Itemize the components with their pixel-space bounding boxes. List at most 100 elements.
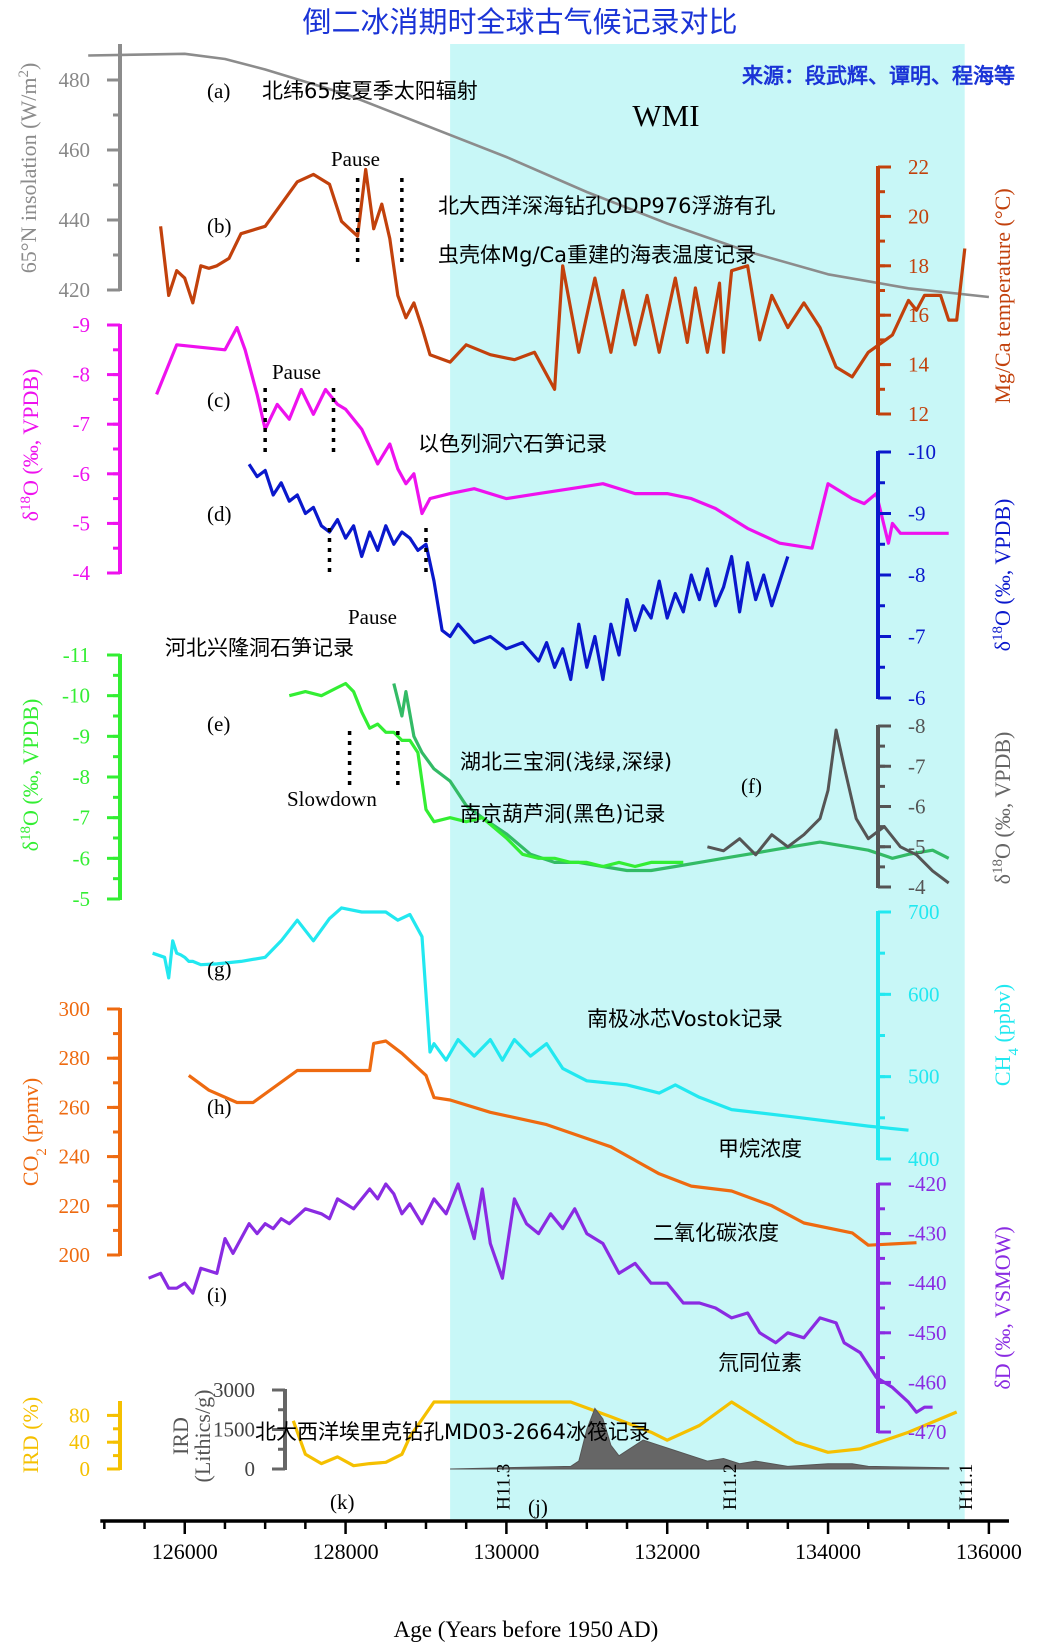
y-tick-label-d: -8 <box>908 563 926 587</box>
hulu-axis-title-part: δ <box>990 874 1015 884</box>
co2-axis-title-part: (ppmv) <box>18 1078 43 1148</box>
panel-label-f: (f) <box>741 774 762 798</box>
heinrich-label: H11.3 <box>493 1464 514 1510</box>
israel-axis-title: δ18O (‰, VPDB) <box>18 369 43 522</box>
sanbao-axis-title-part: O (‰, VPDB) <box>18 699 43 826</box>
slowdown-label: Slowdown <box>287 787 377 811</box>
heinrich-label: H11.1 <box>956 1464 977 1510</box>
y-tick-label-h: 280 <box>59 1046 91 1070</box>
x-tick-label: 130000 <box>473 1539 539 1564</box>
x-tick-label: 132000 <box>634 1539 700 1564</box>
y-tick-label-g: 500 <box>908 1065 940 1089</box>
y-tick-label-j: 0 <box>245 1457 256 1481</box>
y-tick-label-d: -7 <box>908 625 926 649</box>
y-tick-label-b: 20 <box>908 204 929 228</box>
y-tick-label-f: -8 <box>908 714 926 738</box>
x-tick-label: 136000 <box>956 1539 1022 1564</box>
panel-label-e: (e) <box>207 712 230 736</box>
pause-label-d: Pause <box>348 605 397 629</box>
xinglong-axis-title-part: δ <box>990 641 1015 651</box>
y-tick-label-h: 260 <box>59 1095 91 1119</box>
y-tick-label-k: 80 <box>69 1403 90 1427</box>
sanbao-axis-title-part: 18 <box>18 826 34 841</box>
panel-label-g: (g) <box>207 957 232 981</box>
y-tick-label-f: -7 <box>908 754 926 778</box>
y-tick-label-i: -430 <box>908 1222 947 1246</box>
series-line-k <box>291 1400 958 1468</box>
plot-lines <box>88 52 990 1470</box>
y-tick-label-e: -11 <box>63 643 90 667</box>
y-tick-label-k: 0 <box>80 1457 91 1481</box>
series-line-f <box>707 728 950 885</box>
y-tick-label-b: 12 <box>908 402 929 426</box>
y-tick-label-i: -450 <box>908 1321 947 1345</box>
sst-axis-title-part: Mg/Ca temperature (°C) <box>990 188 1015 403</box>
y-tick-label-e: -10 <box>62 684 90 708</box>
wmi-label: WMI <box>632 98 699 133</box>
deuterium-axis-title: δD (‰, VSMOW) <box>990 1226 1015 1389</box>
x-tick-label: 134000 <box>795 1539 861 1564</box>
y-tick-label-c: -9 <box>73 313 91 337</box>
y-tick-label-a: 460 <box>59 138 91 162</box>
insolation-axis-title-part: ) <box>16 63 41 70</box>
y-tick-label-d: -9 <box>908 502 926 526</box>
chart-title: 倒二冰消期时全球古气候记录对比 <box>302 5 737 39</box>
y-tick-label-j: 3000 <box>213 1378 255 1402</box>
y-tick-label-b: 14 <box>908 353 930 377</box>
y-tick-label-i: -420 <box>908 1172 947 1196</box>
panel-label-b: (b) <box>207 214 232 238</box>
ird-lithics-axis-title-2: (Lithics/g) <box>190 1390 215 1483</box>
y-tick-label-h: 300 <box>59 997 91 1021</box>
series-line-b <box>159 167 967 391</box>
y-tick-label-d: -10 <box>908 440 936 464</box>
sst-caption-line2: 虫壳体Mg/Ca重建的海表温度记录 <box>438 243 756 267</box>
x-tick-label: 128000 <box>313 1539 379 1564</box>
y-tick-label-d: -6 <box>908 686 926 710</box>
axes: 420440460480121416182022-4-5-6-7-8-9-6-7… <box>16 44 1022 1564</box>
y-tick-label-g: 600 <box>908 982 940 1006</box>
insolation-axis-title-part: 2 <box>16 70 32 78</box>
sanbao-light-line <box>288 681 684 869</box>
y-tick-label-c: -8 <box>73 363 91 387</box>
pause-label-c: Pause <box>272 360 321 384</box>
israel-axis-title-part: δ <box>18 511 43 521</box>
series-line-d <box>247 463 790 682</box>
y-tick-label-c: -5 <box>73 511 91 535</box>
y-tick-label-i: -470 <box>908 1420 947 1444</box>
heinrich-label: H11.2 <box>720 1464 741 1510</box>
xinglong-axis-title-part: 18 <box>990 626 1006 641</box>
hulu-caption: 南京葫芦洞(黑色)记录 <box>460 802 665 826</box>
co2-axis-title-part: 2 <box>34 1148 50 1156</box>
series-line-c <box>155 325 949 550</box>
ch4-axis-title-part: CH <box>990 1055 1015 1086</box>
y-tick-label-g: 400 <box>908 1147 940 1171</box>
source-label: 来源：段武辉、谭明、程海等 <box>742 64 1015 88</box>
ird-lithics-axis-title-1-part: IRD <box>168 1417 193 1455</box>
ird-percent-axis-title: IRD (%) <box>18 1397 43 1473</box>
co2-axis-title-part: CO <box>18 1156 43 1187</box>
methane-caption: 甲烷浓度 <box>718 1137 802 1161</box>
xinglong-axis-title-part: O (‰, VPDB) <box>990 499 1015 626</box>
insolation-caption: 北纬65度夏季太阳辐射 <box>262 79 478 103</box>
series-line-g <box>152 906 909 1132</box>
sanbao-axis-title-part: δ <box>18 841 43 851</box>
y-tick-label-c: -4 <box>73 561 91 585</box>
panel-label-h: (h) <box>207 1095 232 1119</box>
y-tick-label-f: -4 <box>908 875 926 899</box>
deuterium-axis-title-part: δD (‰, VSMOW) <box>990 1226 1015 1389</box>
israel-caption: 以色列洞穴石笋记录 <box>418 432 607 456</box>
ch4-axis-title: CH4 (ppbv) <box>990 984 1022 1086</box>
y-tick-label-h: 220 <box>59 1194 91 1218</box>
pause-label-b: Pause <box>331 147 380 171</box>
hulu-axis-title-part: O (‰, VPDB) <box>990 732 1015 859</box>
panel-label-k: (k) <box>330 1490 355 1514</box>
co2-axis-title: CO2 (ppmv) <box>18 1078 50 1186</box>
y-tick-label-e: -7 <box>73 806 91 830</box>
y-tick-label-b: 18 <box>908 254 929 278</box>
y-tick-label-k: 40 <box>69 1430 90 1454</box>
y-tick-label-e: -6 <box>73 846 91 870</box>
x-tick-label: 126000 <box>152 1539 218 1564</box>
ird-percent-axis-title-part: IRD (%) <box>18 1397 43 1473</box>
ch4-axis-title-part: 4 <box>1006 1048 1022 1056</box>
